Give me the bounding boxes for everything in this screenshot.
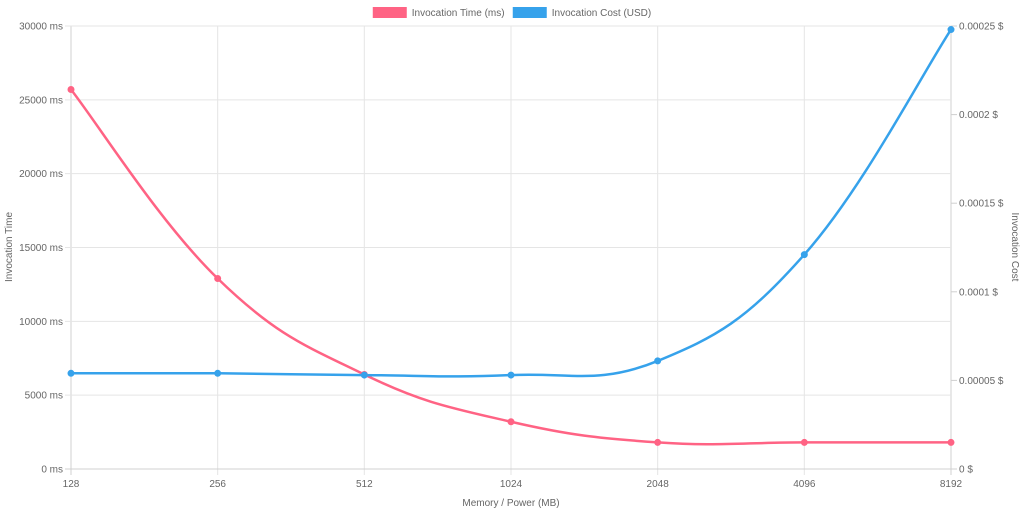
right-axis-title: Invocation Cost bbox=[1009, 213, 1020, 282]
x-axis-ticks: 128 256 512 1024 2048 4096 8192 bbox=[63, 479, 963, 490]
right-tick-label: 0.00025 $ bbox=[959, 22, 1004, 33]
data-point bbox=[214, 369, 222, 377]
legend-item: Invocation Cost (USD) bbox=[512, 7, 651, 19]
left-tick-label: 15000 ms bbox=[19, 243, 63, 254]
x-gridlines bbox=[70, 26, 952, 475]
data-point bbox=[947, 438, 955, 446]
data-point bbox=[67, 369, 75, 377]
data-point bbox=[947, 26, 955, 34]
data-point bbox=[67, 85, 75, 93]
data-point bbox=[654, 438, 662, 446]
left-tick-label: 25000 ms bbox=[19, 95, 63, 106]
left-tick-label: 30000 ms bbox=[19, 22, 63, 33]
x-tick-label: 256 bbox=[209, 479, 226, 490]
data-point bbox=[800, 438, 808, 446]
left-tick-label: 5000 ms bbox=[25, 391, 63, 402]
legend-item: Invocation Time (ms) bbox=[372, 7, 505, 19]
x-tick-label: 128 bbox=[63, 479, 80, 490]
x-tick-label: 4096 bbox=[793, 479, 816, 490]
left-tick-label: 20000 ms bbox=[19, 169, 63, 180]
right-tick-label: 0 $ bbox=[959, 465, 973, 476]
legend-label: Invocation Cost (USD) bbox=[552, 8, 651, 19]
x-tick-label: 2048 bbox=[647, 479, 670, 490]
legend: Invocation Time (ms) Invocation Cost (USD… bbox=[372, 7, 651, 19]
x-tick-label: 512 bbox=[356, 479, 373, 490]
x-tick-label: 8192 bbox=[940, 479, 963, 490]
data-point bbox=[800, 251, 808, 259]
right-axis-ticks: 0 $ 0.00005 $ 0.0001 $ 0.00015 $ 0.0002 $ 0.0… bbox=[951, 22, 1004, 476]
legend-swatch bbox=[512, 7, 547, 18]
right-tick-label: 0.00015 $ bbox=[959, 199, 1004, 210]
data-point bbox=[360, 371, 368, 379]
data-point bbox=[654, 357, 662, 365]
left-tick-label: 10000 ms bbox=[19, 317, 63, 328]
series-points bbox=[67, 26, 955, 446]
y-gridlines bbox=[65, 25, 951, 470]
legend-label: Invocation Time (ms) bbox=[412, 8, 505, 19]
x-tick-label: 1024 bbox=[500, 479, 523, 490]
data-point bbox=[214, 275, 222, 283]
x-axis-title: Memory / Power (MB) bbox=[462, 498, 559, 509]
data-point bbox=[507, 418, 515, 426]
right-tick-label: 0.0001 $ bbox=[959, 287, 998, 298]
left-axis-ticks: 0 ms 5000 ms 10000 ms 15000 ms 20000 ms 25000… bbox=[19, 22, 63, 476]
data-point bbox=[507, 371, 515, 379]
right-tick-label: 0.00005 $ bbox=[959, 376, 1004, 387]
left-tick-label: 0 ms bbox=[41, 465, 63, 476]
left-axis-title: Invocation Time bbox=[4, 212, 15, 282]
legend-swatch bbox=[372, 7, 407, 18]
right-tick-label: 0.0002 $ bbox=[959, 110, 998, 121]
